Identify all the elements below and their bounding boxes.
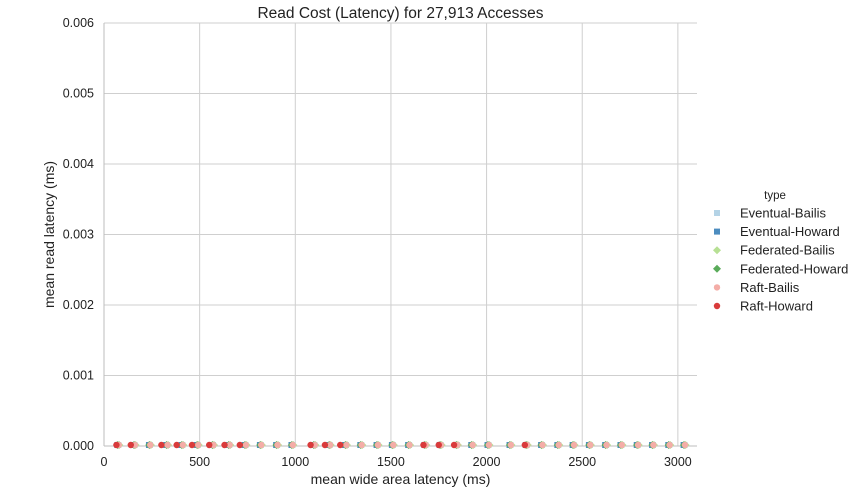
data-point [485, 441, 493, 449]
x-tick-label: 2500 [568, 455, 596, 469]
data-point [188, 441, 196, 449]
legend-label: Eventual-Bailis [740, 206, 826, 221]
data-point [587, 441, 594, 449]
x-tick-label: 1500 [377, 455, 405, 469]
y-tick-label: 0.005 [63, 87, 94, 101]
data-point [390, 441, 397, 449]
x-tick-label: 1000 [281, 455, 309, 469]
legend-marker [713, 246, 721, 255]
x-tick-label: 3000 [664, 455, 692, 469]
y-tick-label: 0.006 [63, 16, 94, 30]
data-point [158, 441, 165, 449]
data-point [681, 441, 689, 449]
x-tick-label: 500 [189, 455, 210, 469]
data-point [521, 441, 529, 449]
y-tick-label: 0.000 [63, 439, 94, 453]
data-point [274, 441, 281, 449]
legend-label: Federated-Howard [740, 261, 848, 276]
data-point [337, 441, 344, 449]
data-point [450, 441, 458, 449]
data-point [226, 441, 233, 449]
data-point [147, 441, 154, 449]
legend: type Eventual-Bailis Eventual-Howard Feder… [713, 190, 848, 314]
data-point [374, 441, 382, 449]
legend-marker [714, 210, 720, 216]
data-point [173, 441, 180, 449]
grid [103, 22, 697, 447]
data-point [321, 441, 329, 449]
data-point [650, 441, 657, 449]
series-raft-howard [113, 441, 529, 449]
data-point [420, 441, 427, 449]
data-point [307, 441, 314, 449]
data-point [555, 441, 562, 449]
data-point [539, 441, 546, 449]
x-tick-label: 2000 [473, 455, 501, 469]
data-point [127, 441, 134, 449]
x-axis-label: mean wide area latency (ms) [311, 471, 491, 487]
data-point [164, 441, 171, 449]
legend-marker [713, 302, 721, 310]
data-point [507, 441, 515, 449]
data-point [258, 441, 265, 449]
x-tick-label: 0 [101, 455, 108, 469]
data-point [570, 441, 578, 449]
data-point [603, 441, 610, 449]
y-tick-label: 0.003 [63, 228, 94, 242]
data-point [343, 441, 350, 449]
legend-label: Eventual-Howard [740, 224, 840, 239]
legend-marker [713, 284, 721, 291]
y-tick-label: 0.004 [63, 157, 94, 171]
data-point [221, 441, 228, 449]
data-point [326, 441, 334, 449]
axes: 0 500 1000 1500 2000 2500 3000 0.000 0.001 0.002 0… [63, 16, 697, 469]
legend-marker [714, 228, 720, 235]
legend-label: Federated-Bailis [740, 243, 835, 258]
legend-label: Raft-Bailis [740, 280, 800, 295]
data-point [469, 441, 476, 449]
data-point [242, 441, 250, 449]
chart-title: Read Cost (Latency) for 27,913 Accesses [257, 5, 543, 22]
data-point [634, 441, 642, 449]
data-point [618, 441, 626, 449]
data-point [666, 441, 673, 449]
legend-label: Raft-Howard [740, 299, 813, 314]
y-tick-label: 0.001 [63, 369, 94, 383]
data-point [406, 441, 413, 449]
data-points [113, 441, 690, 449]
data-point [113, 441, 120, 449]
y-tick-label: 0.002 [63, 298, 94, 312]
data-point [236, 441, 244, 449]
y-axis-label: mean read latency (ms) [41, 161, 57, 308]
data-point [179, 441, 187, 449]
legend-marker [713, 264, 721, 273]
data-point [358, 441, 365, 449]
data-point [206, 441, 213, 449]
legend-title: type [764, 190, 786, 202]
data-point [435, 441, 442, 449]
data-point [194, 441, 202, 449]
data-point [289, 441, 297, 449]
